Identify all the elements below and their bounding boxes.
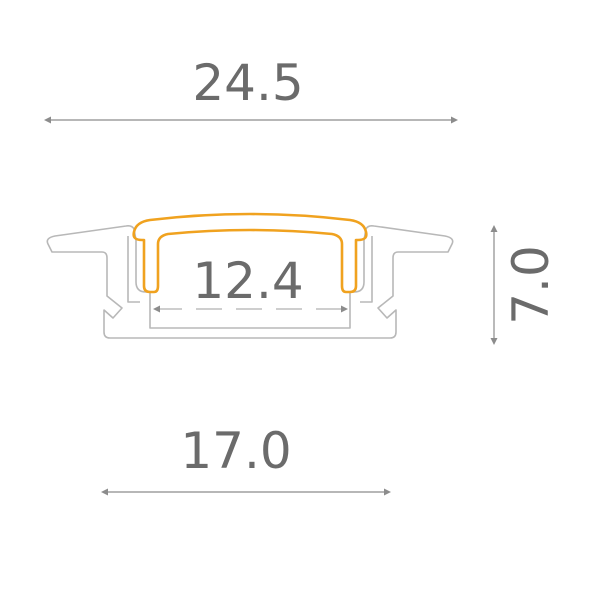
base-width-dimension: 17.0	[101, 422, 391, 496]
overall-width-label: 24.5	[192, 54, 303, 112]
base-width-arrow-left	[101, 488, 108, 496]
profile-inner-right-wall	[360, 236, 373, 303]
profile-inner-left-wall	[127, 236, 140, 303]
height-arrow-top	[490, 225, 498, 232]
overall-width-dimension: 24.5	[44, 54, 458, 124]
inner-width-dimension: 12.4	[153, 252, 348, 313]
overall-width-arrow-right	[451, 116, 458, 124]
inner-width-arrow-right	[341, 305, 348, 313]
diffuser-cover	[132, 212, 368, 294]
height-dimension: 7.0	[490, 225, 560, 345]
base-width-label: 17.0	[180, 422, 291, 480]
height-arrow-bottom	[490, 338, 498, 345]
inner-width-label: 12.4	[192, 252, 303, 310]
base-width-arrow-right	[384, 488, 391, 496]
height-label: 7.0	[502, 245, 560, 325]
diffuser-outline	[132, 212, 368, 294]
overall-width-arrow-left	[44, 116, 51, 124]
inner-width-arrow-left	[153, 305, 160, 313]
